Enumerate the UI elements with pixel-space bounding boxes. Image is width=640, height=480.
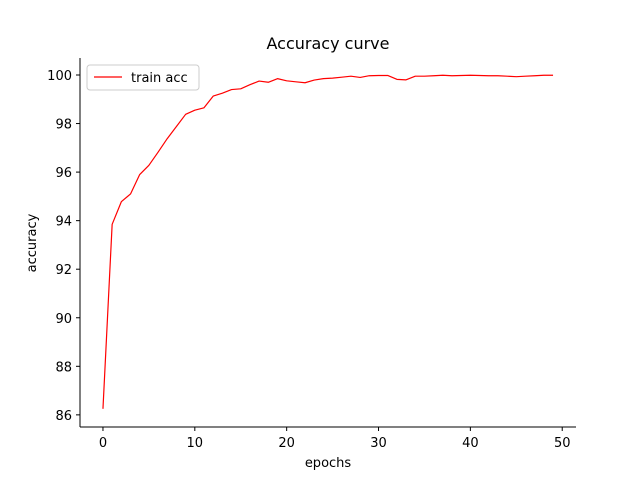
- y-tick-label: 94: [55, 215, 72, 230]
- x-axis-ticks: 0 10 20 30 40 50: [99, 427, 571, 451]
- y-axis-label: accuracy: [25, 213, 40, 272]
- legend-label-train-acc: train acc: [131, 71, 188, 86]
- x-tick-label: 40: [462, 436, 479, 451]
- y-axis-ticks: 86 88 90 92 94 96 98 100: [47, 69, 80, 424]
- x-tick-label: 20: [278, 436, 295, 451]
- series-layer: [102, 74, 554, 409]
- chart-title: Accuracy curve: [267, 34, 390, 53]
- y-tick-label: 90: [55, 312, 72, 327]
- x-tick-label: 10: [187, 436, 204, 451]
- y-tick-label: 92: [55, 263, 72, 278]
- x-tick-label: 0: [99, 436, 107, 451]
- x-tick-label: 30: [370, 436, 387, 451]
- series-line-train-acc: [102, 74, 554, 409]
- y-tick-label: 100: [47, 69, 72, 84]
- y-tick-label: 96: [55, 166, 72, 181]
- legend-box: [86, 64, 200, 91]
- y-tick-label: 98: [55, 118, 72, 133]
- x-tick-label: 50: [554, 436, 571, 451]
- y-tick-label: 88: [55, 360, 72, 375]
- x-axis-label: epochs: [305, 456, 352, 471]
- y-tick-label: 86: [55, 409, 72, 424]
- legend: train acc: [86, 64, 200, 91]
